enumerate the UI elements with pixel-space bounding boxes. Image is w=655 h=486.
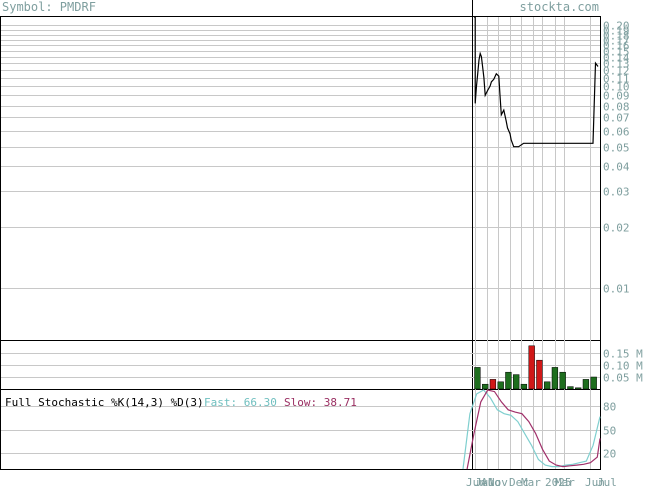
price-gridlines	[1, 25, 600, 289]
price-tick-label: 0.03	[603, 186, 630, 199]
x-axis-label: Mar	[521, 476, 541, 486]
x-axis-label: Dec	[509, 476, 529, 486]
stochastic-tick-label: 50	[603, 425, 616, 438]
price-tick-label: 0.01	[603, 283, 630, 296]
volume-tick-label: 0.10 M	[603, 360, 643, 373]
price-tick-label: 0.02	[603, 222, 630, 235]
stochastic-tick-label: 80	[603, 401, 616, 414]
price-tick-label: 0.05	[603, 142, 630, 155]
volume-bar	[520, 383, 528, 390]
price-tick-label: 0.14	[603, 52, 630, 65]
volume-tick-label: 0.05 M	[603, 372, 643, 385]
volume-bar	[590, 376, 597, 390]
volume-bar	[567, 386, 574, 390]
price-tick-label: 0.20	[603, 20, 630, 33]
price-tick-label: 0.08	[603, 101, 630, 114]
stochastic-axis: 80 50 20	[603, 401, 616, 461]
volume-bar	[505, 371, 512, 390]
volume-bar	[528, 345, 535, 390]
price-line	[474, 16, 599, 148]
symbol-label: Symbol: PMDRF	[2, 0, 96, 14]
volume-bar	[489, 379, 497, 390]
x-axis-label: Jul	[597, 476, 617, 486]
stochastic-slow-label: Slow: 38.71	[284, 396, 357, 409]
x-axis-label: Jun	[585, 476, 605, 486]
stochastic-slow-line	[466, 389, 601, 470]
volume-bar	[536, 359, 543, 390]
price-tick-label: 0.09	[603, 90, 630, 103]
price-tick-label: 0.12	[603, 65, 630, 78]
price-tick-label: 0.06	[603, 126, 630, 139]
stochastic-title: Full Stochastic %K(14,3) %D(3)	[5, 396, 204, 409]
volume-tick-label: 0.15 M	[603, 348, 643, 361]
x-axis-label: 2025	[545, 476, 572, 486]
volume-bar	[482, 383, 489, 390]
volume-bar	[544, 381, 551, 390]
price-tick-label: 0.17	[603, 35, 630, 48]
volume-bar	[551, 367, 559, 390]
stochastic-fast-label: Fast: 66.30	[204, 396, 277, 409]
site-label: stockta.com	[520, 0, 599, 14]
price-series	[474, 16, 599, 148]
price-tick-label: 0.10	[603, 81, 630, 94]
volume-gridlines	[1, 353, 600, 378]
price-tick-label: 0.13	[603, 58, 630, 71]
price-tick-label: 0.15	[603, 46, 630, 59]
volume-bar	[513, 374, 520, 390]
stochastic-panel-frame	[0, 389, 601, 470]
volume-bar	[582, 379, 590, 390]
price-tick-label: 0.19	[603, 25, 630, 38]
x-axis-label: Nov	[488, 476, 508, 486]
stochastic-gridlines	[1, 406, 600, 454]
volume-bar	[575, 387, 582, 390]
stochastic-tick-label: 20	[603, 448, 616, 461]
price-tick-label: 0.16	[603, 40, 630, 53]
price-axis: 0.200.190.180.170.160.150.140.130.120.11…	[603, 20, 630, 296]
stochastic-fast-line	[462, 389, 601, 470]
x-axis-label: Jul	[475, 476, 495, 486]
price-tick-label: 0.04	[603, 161, 630, 174]
price-tick-label: 0.11	[603, 73, 630, 86]
volume-bar	[474, 367, 481, 390]
x-axis-label: Mar	[555, 476, 575, 486]
stochastic-series	[462, 389, 601, 470]
volume-bar	[497, 381, 504, 390]
volume-bar	[559, 371, 566, 390]
volume-axis: 0.15 M0.10 M0.05 M	[603, 348, 643, 385]
x-axis-label: Jun	[466, 476, 486, 486]
x-axis-label: Aug	[481, 476, 501, 486]
price-tick-label: 0.07	[603, 112, 630, 125]
price-tick-label: 0.18	[603, 30, 630, 43]
volume-bars	[474, 345, 597, 390]
